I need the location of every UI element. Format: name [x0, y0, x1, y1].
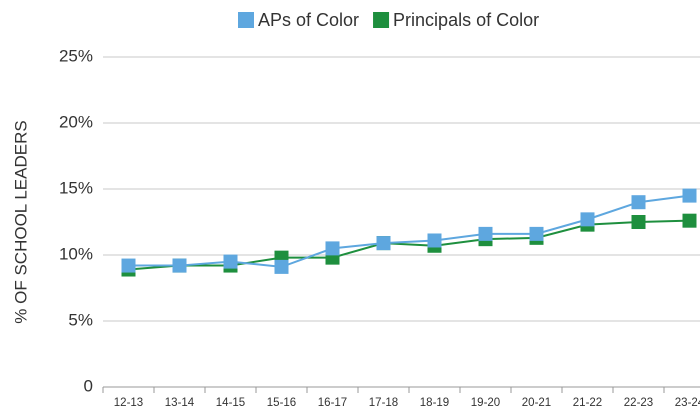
marker [121, 258, 136, 273]
marker [631, 195, 646, 210]
x-tick-label: 17-18 [369, 397, 398, 409]
x-tick-label: 22-23 [624, 397, 653, 409]
y-tick-label: 5% [68, 310, 93, 329]
marker [274, 259, 289, 274]
x-tick-label: 20-21 [522, 397, 551, 409]
marker [580, 212, 595, 227]
y-tick-label: 25% [59, 46, 93, 65]
marker [223, 254, 238, 269]
marker [376, 236, 391, 251]
legend-label: APs of Color [258, 10, 359, 30]
marker [682, 213, 697, 228]
series-line [128, 219, 690, 271]
marker [478, 226, 493, 241]
legend-swatch [373, 12, 390, 28]
y-tick-label: 10% [59, 244, 93, 263]
x-tick-label: 16-17 [318, 397, 347, 409]
marker [325, 241, 340, 256]
x-tick-label: 15-16 [267, 397, 296, 409]
y-tick-label: 15% [59, 178, 93, 197]
x-tick-label: 14-15 [216, 397, 245, 409]
y-tick-label: 20% [59, 112, 93, 131]
x-tick-label: 12-13 [114, 397, 143, 409]
legend-swatch [238, 12, 254, 28]
x-tick-label: 19-20 [471, 397, 500, 409]
x-tick-label: 21-22 [573, 397, 602, 409]
marker [682, 188, 697, 203]
legend-label: Principals of Color [393, 10, 539, 30]
y-axis-label: % OF SCHOOL LEADERS [11, 120, 30, 323]
marker [427, 233, 442, 248]
x-tick-label: 18-19 [420, 397, 449, 409]
series-line [128, 194, 690, 268]
marker [172, 258, 187, 273]
y-tick-label: 0 [84, 376, 93, 395]
marker [631, 215, 646, 229]
x-tick-label: 13-14 [165, 397, 195, 409]
marker [529, 226, 544, 241]
x-tick-label: 23-24 [675, 397, 700, 409]
